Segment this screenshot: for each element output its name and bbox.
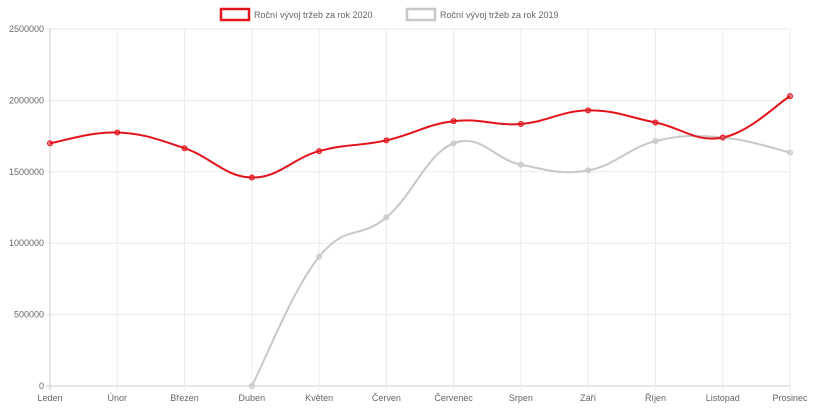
data-point[interactable] — [383, 214, 390, 221]
series-points — [47, 93, 793, 389]
y-tick-label: 500000 — [14, 310, 44, 320]
data-point[interactable] — [316, 148, 323, 155]
y-tick-label: 0 — [39, 381, 44, 391]
data-point[interactable] — [383, 137, 390, 144]
legend-item-0[interactable]: Roční vývoj tržeb za rok 2020 — [219, 7, 373, 22]
data-point[interactable] — [652, 119, 659, 126]
data-point[interactable] — [181, 145, 188, 152]
data-point[interactable] — [248, 383, 255, 389]
data-point[interactable] — [517, 120, 524, 127]
x-tick-label: Únor — [108, 393, 128, 403]
data-point[interactable] — [114, 129, 121, 136]
y-tick-label: 2000000 — [9, 95, 44, 105]
legend-item-1[interactable]: Roční vývoj tržeb za rok 2019 — [405, 7, 559, 22]
y-tick-label: 1000000 — [9, 238, 44, 248]
y-tick-label: 2500000 — [9, 24, 44, 34]
x-tick-label: Březen — [170, 393, 199, 403]
x-tick-label: Červen — [372, 393, 401, 403]
legend-swatch — [219, 7, 251, 22]
x-tick-label: Září — [580, 393, 597, 403]
data-point[interactable] — [719, 134, 726, 141]
x-tick-label: Červenec — [434, 393, 473, 403]
x-tick-label: Listopad — [706, 393, 740, 403]
legend-label: Roční vývoj tržeb za rok 2019 — [440, 10, 559, 20]
legend-swatch — [405, 7, 437, 22]
data-point[interactable] — [47, 140, 53, 147]
x-tick-label: Prosinec — [772, 393, 808, 403]
data-point[interactable] — [450, 118, 457, 125]
x-tick-label: Leden — [37, 393, 62, 403]
data-point[interactable] — [652, 138, 659, 145]
x-tick-label: Květen — [305, 393, 333, 403]
x-axis-ticks: Leden Únor Březen Duben Květen Červen Červenec… — [37, 393, 808, 403]
x-tick-label: Říjen — [645, 393, 666, 403]
chart-grid — [46, 28, 791, 390]
legend-label: Roční vývoj tržeb za rok 2020 — [254, 10, 373, 20]
series-lines — [49, 95, 791, 387]
data-point[interactable] — [248, 174, 255, 181]
data-point[interactable] — [787, 93, 793, 100]
x-tick-label: Duben — [239, 393, 266, 403]
data-point[interactable] — [316, 253, 323, 260]
data-point[interactable] — [787, 149, 793, 156]
x-tick-label: Srpen — [509, 393, 533, 403]
data-point[interactable] — [450, 140, 457, 147]
y-tick-label: 1500000 — [9, 167, 44, 177]
series-line-0 — [49, 95, 791, 179]
data-point[interactable] — [585, 167, 592, 174]
data-point[interactable] — [517, 161, 524, 168]
data-point[interactable] — [585, 107, 592, 114]
chart-legend[interactable]: Roční vývoj tržeb za rok 2020 Roční vývoj… — [219, 7, 559, 22]
y-axis-ticks: 0 500000 1000000 1500000 2000000 2500000 — [9, 24, 44, 391]
